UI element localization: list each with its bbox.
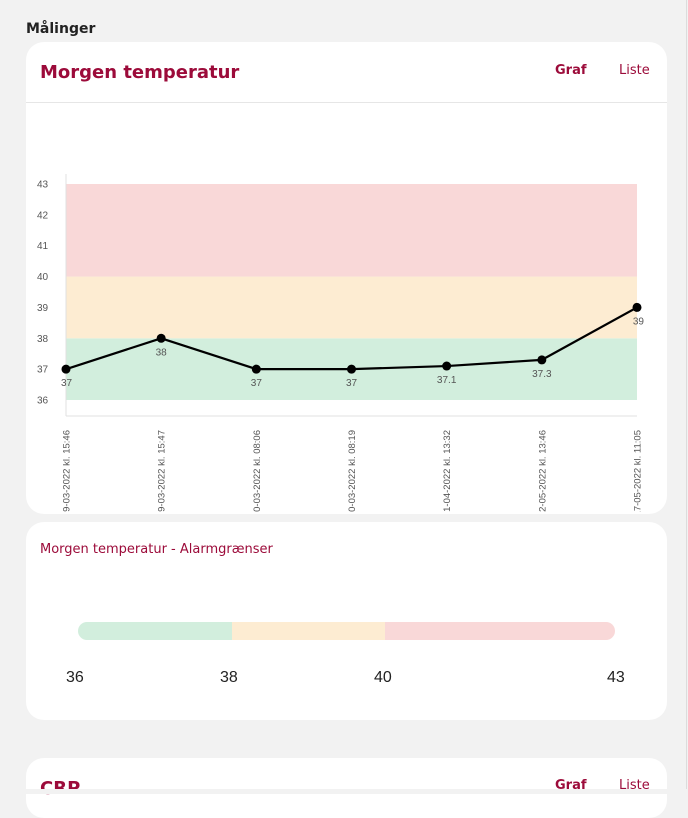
y-tick-label: 36 — [37, 396, 49, 407]
data-label: 37 — [251, 378, 263, 389]
card-title: Morgen temperatur — [40, 62, 240, 83]
data-point — [347, 364, 356, 374]
x-tick-label: 01-04-2022 kl. 13:32 — [442, 430, 453, 512]
data-label: 37 — [346, 378, 358, 389]
x-tick-label: 30-03-2022 kl. 08:19 — [347, 430, 358, 512]
zone-band — [66, 184, 637, 277]
y-tick-label: 42 — [37, 210, 49, 221]
data-point — [632, 302, 642, 312]
temperature-chart: 36 37 38 39 40 41 42 43 29-03-2022 kl. 15:46 29-0… — [37, 174, 645, 512]
threshold-label: 36 — [66, 669, 84, 686]
data-point — [156, 333, 166, 343]
data-label: 37.3 — [532, 369, 552, 380]
x-tick-label: 29-03-2022 kl. 15:46 — [62, 430, 73, 512]
alarm-bar-yellow — [232, 622, 385, 640]
y-tick-label: 39 — [37, 303, 49, 314]
threshold-label: 43 — [607, 669, 625, 686]
data-point — [251, 364, 261, 374]
y-tick-label: 41 — [37, 241, 49, 252]
bottom-fade — [0, 789, 688, 794]
y-tick-label: 38 — [37, 334, 49, 345]
alarm-limits-title: Morgen temperatur - Alarmgrænser — [40, 542, 273, 557]
alarm-bar-red — [385, 622, 615, 640]
data-point — [442, 361, 452, 371]
y-tick-label: 40 — [37, 272, 49, 283]
crp-card: CRP Graf Liste — [26, 758, 667, 818]
threshold-label: 38 — [220, 669, 238, 686]
data-label: 37.1 — [437, 375, 457, 386]
y-tick-label: 37 — [37, 365, 49, 376]
alarm-bar-green — [78, 622, 232, 640]
x-tick-label: 30-03-2022 kl. 08:06 — [252, 430, 263, 512]
tab-liste[interactable]: Liste — [619, 63, 650, 78]
data-label: 37 — [61, 378, 73, 389]
threshold-label: 40 — [374, 669, 392, 686]
data-label: 39 — [633, 316, 645, 327]
x-tick-label: 02-05-2022 kl. 13:46 — [537, 430, 548, 512]
zone-band — [66, 276, 637, 339]
x-tick-label: 29-03-2022 kl. 15:47 — [157, 430, 168, 512]
card-divider — [26, 102, 667, 103]
morgen-temperatur-card: Morgen temperatur Graf Liste 36 37 38 39 40 4… — [26, 42, 667, 514]
tab-graf[interactable]: Graf — [555, 63, 587, 78]
data-point — [61, 364, 71, 374]
data-label: 38 — [156, 347, 168, 358]
y-tick-label: 43 — [37, 180, 49, 191]
alarm-limits-card: Morgen temperatur - Alarmgrænser 36 38 4… — [26, 522, 667, 720]
x-tick-label: 17-05-2022 kl. 11:05 — [633, 430, 644, 512]
data-point — [537, 355, 547, 365]
section-title: Målinger — [26, 21, 96, 37]
